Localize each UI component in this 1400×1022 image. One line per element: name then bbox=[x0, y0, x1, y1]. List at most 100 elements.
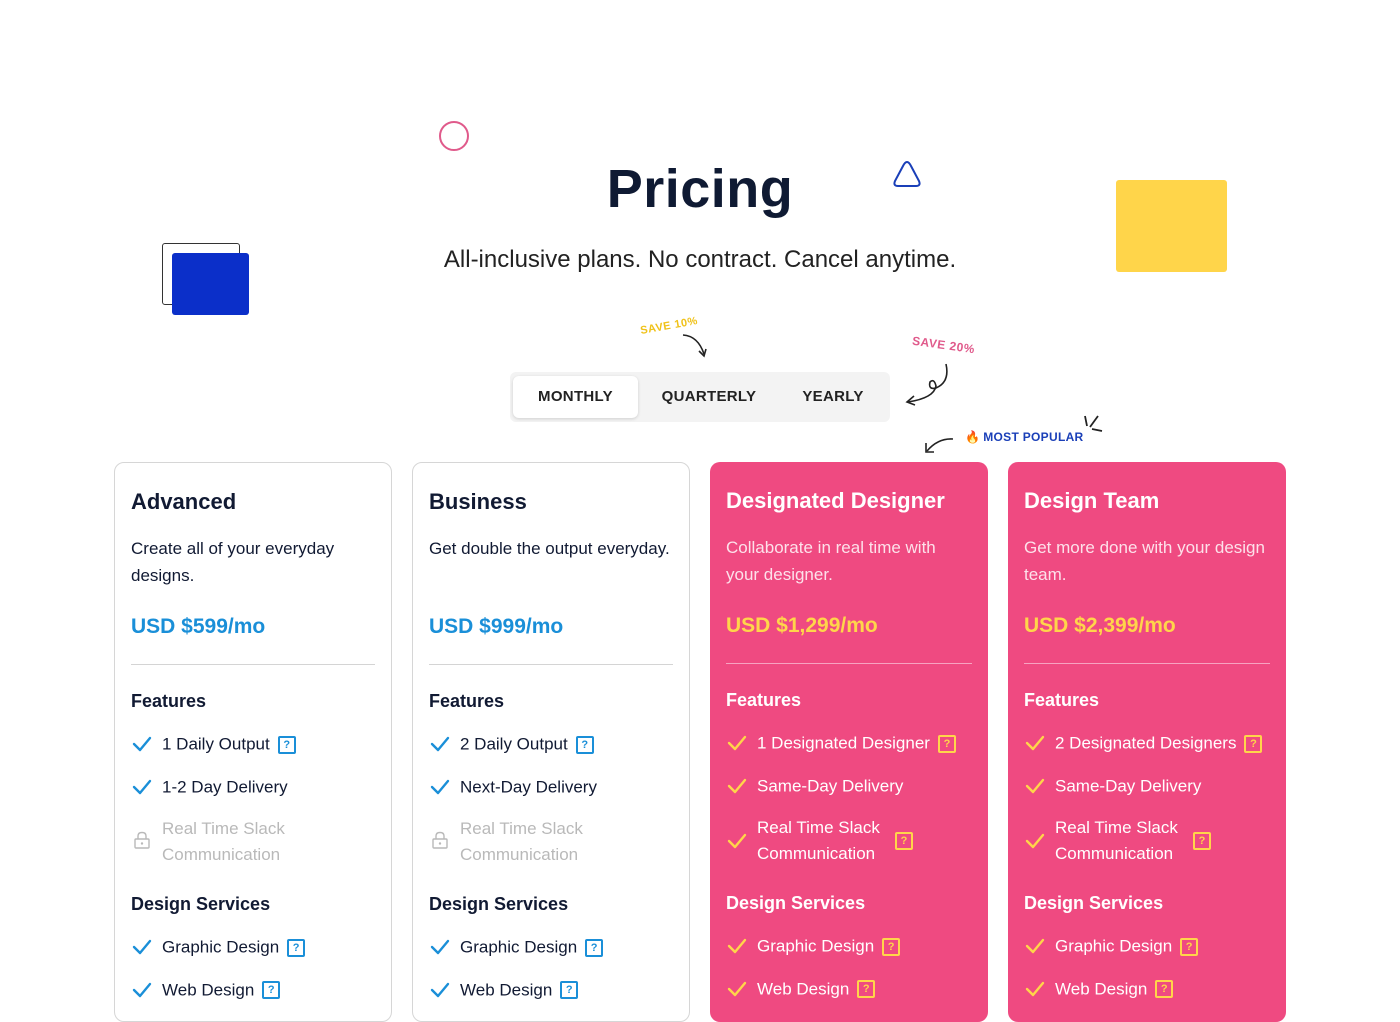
service-label: Graphic Design bbox=[1055, 936, 1173, 956]
feature-item: 1-2 Day Delivery bbox=[131, 774, 375, 801]
service-label: Web Design bbox=[162, 980, 255, 1000]
check-icon bbox=[430, 736, 450, 752]
feature-label: 1-2 Day Delivery bbox=[162, 777, 288, 797]
flame-icon: 🔥 bbox=[965, 430, 981, 444]
check-icon bbox=[430, 939, 450, 955]
check-icon bbox=[727, 735, 747, 751]
curly-arrow-icon bbox=[905, 363, 948, 406]
divider bbox=[429, 664, 673, 665]
divider bbox=[1024, 663, 1270, 664]
feature-label: Next-Day Delivery bbox=[460, 777, 597, 797]
service-label: Graphic Design bbox=[162, 937, 280, 957]
features-title: Features bbox=[131, 691, 207, 711]
service-item: Graphic Design? bbox=[131, 934, 375, 961]
help-icon[interactable]: ? bbox=[1180, 937, 1199, 956]
divider bbox=[726, 663, 972, 664]
plan-card-designated-designer[interactable]: Designated Designer Collaborate in real t… bbox=[710, 462, 988, 1022]
help-icon[interactable]: ? bbox=[937, 734, 956, 753]
plan-price: USD $599/mo bbox=[131, 615, 266, 638]
plan-name: Business bbox=[429, 489, 527, 514]
services-title: Design Services bbox=[726, 893, 866, 914]
plan-card-business[interactable]: Business Get double the output everyday. U… bbox=[412, 462, 690, 1022]
check-icon bbox=[132, 982, 152, 997]
help-icon[interactable]: ? bbox=[882, 937, 901, 956]
service-item: Graphic Design? bbox=[726, 933, 972, 960]
service-list: Graphic Design? Web Design? bbox=[429, 934, 673, 1003]
check-icon bbox=[132, 939, 152, 955]
service-item: Web Design? bbox=[1024, 976, 1270, 1003]
plan-name: Designated Designer bbox=[726, 488, 945, 513]
plan-description: Get more done with your design team. bbox=[1024, 538, 1265, 584]
help-icon[interactable]: ? bbox=[575, 735, 594, 754]
feature-list: 1 Daily Output? 1-2 Day Delivery Real Time… bbox=[131, 731, 375, 868]
help-icon[interactable]: ? bbox=[895, 832, 913, 851]
check-icon bbox=[430, 779, 450, 794]
sparkle-lines-icon bbox=[1084, 415, 1103, 432]
services-title: Design Services bbox=[429, 894, 569, 915]
service-label: Web Design bbox=[1055, 979, 1148, 999]
check-icon bbox=[132, 779, 152, 794]
feature-label: 2 Daily Output bbox=[460, 734, 568, 754]
feature-item: Same-Day Delivery bbox=[1024, 773, 1270, 800]
feature-item: 1 Daily Output? bbox=[131, 731, 375, 758]
help-icon[interactable]: ? bbox=[262, 981, 281, 1000]
help-icon[interactable]: ? bbox=[277, 735, 296, 754]
features-title: Features bbox=[429, 691, 505, 711]
tab-monthly[interactable]: MONTHLY bbox=[513, 376, 638, 418]
decorative-yellow-square bbox=[1116, 180, 1227, 272]
plan-description: Get double the output everyday. bbox=[429, 539, 670, 558]
most-popular-badge: 🔥 MOST POPULAR bbox=[965, 430, 1084, 444]
plan-price: USD $1,299/mo bbox=[726, 614, 878, 637]
decorative-blue-square bbox=[172, 253, 249, 315]
feature-list: 2 Daily Output? Next-Day Delivery Real Tim… bbox=[429, 731, 673, 868]
decorative-circle bbox=[439, 121, 469, 151]
billing-period-toggle: MONTHLY QUARTERLY YEARLY bbox=[510, 372, 890, 422]
lock-icon bbox=[134, 831, 150, 849]
service-list: Graphic Design? Web Design? bbox=[726, 933, 972, 1002]
feature-label: Real Time Slack Communication bbox=[757, 818, 880, 864]
help-icon[interactable]: ? bbox=[560, 981, 579, 1000]
help-icon[interactable]: ? bbox=[857, 980, 876, 999]
services-title: Design Services bbox=[131, 894, 271, 915]
check-icon bbox=[1025, 938, 1045, 954]
help-icon[interactable]: ? bbox=[1193, 832, 1211, 851]
check-icon bbox=[727, 981, 747, 996]
feature-label: Same-Day Delivery bbox=[757, 776, 904, 796]
features-title: Features bbox=[726, 690, 802, 710]
lock-icon bbox=[432, 831, 448, 849]
help-icon[interactable]: ? bbox=[1244, 734, 1263, 753]
check-icon bbox=[1025, 981, 1045, 996]
check-icon bbox=[430, 982, 450, 997]
save-yearly-note: SAVE 20% bbox=[911, 333, 976, 357]
check-icon bbox=[1025, 778, 1045, 793]
tab-quarterly[interactable]: QUARTERLY bbox=[661, 388, 757, 405]
feature-item: Real Time Slack Communication? bbox=[1024, 815, 1270, 867]
check-icon bbox=[1025, 833, 1045, 849]
service-list: Graphic Design? Web Design? bbox=[1024, 933, 1270, 1002]
feature-label: Real Time Slack Communication bbox=[162, 819, 285, 865]
service-label: Graphic Design bbox=[757, 936, 875, 956]
tab-yearly[interactable]: YEARLY bbox=[802, 388, 864, 405]
features-title: Features bbox=[1024, 690, 1100, 710]
feature-label: Real Time Slack Communication bbox=[1055, 818, 1178, 864]
service-item: Web Design? bbox=[131, 977, 375, 1004]
feature-item: Same-Day Delivery bbox=[726, 773, 972, 800]
feature-label: 2 Designated Designers bbox=[1055, 733, 1237, 753]
plan-price: USD $2,399/mo bbox=[1024, 614, 1176, 637]
service-label: Graphic Design bbox=[460, 937, 578, 957]
plan-name: Design Team bbox=[1024, 488, 1160, 513]
help-icon[interactable]: ? bbox=[287, 938, 306, 957]
service-list: Graphic Design? Web Design? bbox=[131, 934, 375, 1003]
feature-label: Same-Day Delivery bbox=[1055, 776, 1202, 796]
help-icon[interactable]: ? bbox=[585, 938, 604, 957]
feature-label: 1 Daily Output bbox=[162, 734, 270, 754]
check-icon bbox=[727, 778, 747, 793]
help-icon[interactable]: ? bbox=[1155, 980, 1174, 999]
plan-card-design-team[interactable]: Design Team Get more done with your desig… bbox=[1008, 462, 1286, 1022]
plan-card-advanced[interactable]: Advanced Create all of your everyday desi… bbox=[114, 462, 392, 1022]
check-icon bbox=[727, 833, 747, 849]
service-item: Web Design? bbox=[726, 976, 972, 1003]
service-label: Web Design bbox=[460, 980, 553, 1000]
feature-item-locked: Real Time Slack Communication bbox=[131, 816, 375, 868]
feature-label: 1 Designated Designer bbox=[757, 733, 930, 753]
